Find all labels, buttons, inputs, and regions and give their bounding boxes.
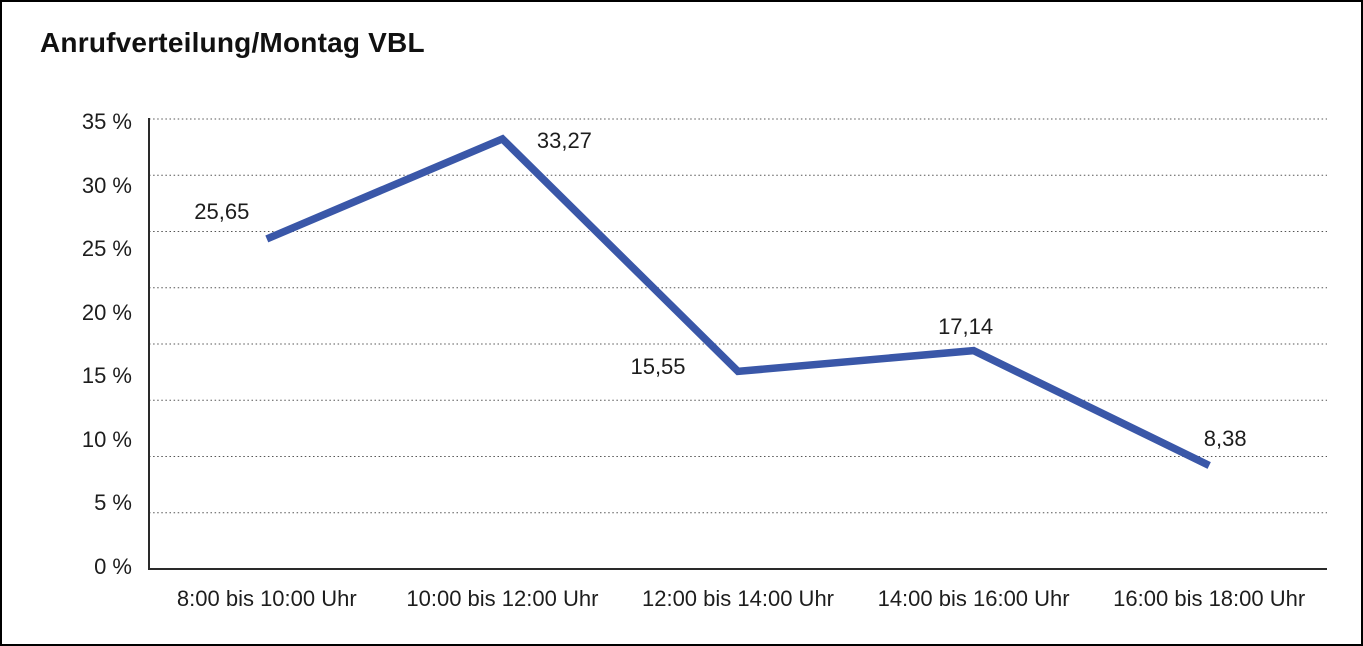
chart-title: Anrufverteilung/Montag VBL — [40, 27, 425, 58]
series-line — [265, 134, 1211, 469]
